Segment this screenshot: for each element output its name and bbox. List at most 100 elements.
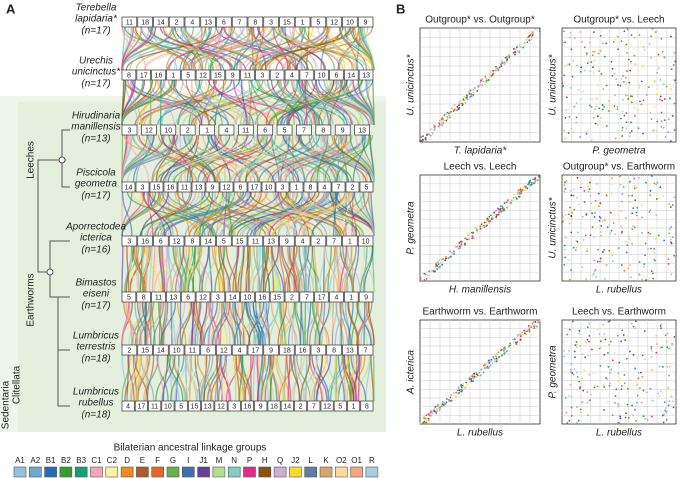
chromosome-number: 1 [348, 238, 352, 245]
plot-title: Leech vs. Leech [444, 162, 517, 173]
plot-dot [671, 236, 674, 239]
plot-dot [669, 97, 671, 100]
plot-dot [580, 411, 582, 414]
plot-dot [563, 263, 566, 266]
plot-dot [503, 346, 506, 349]
plot-dot [520, 334, 522, 336]
plot-dot [481, 84, 483, 87]
ribbon [236, 191, 324, 237]
plot-dot [609, 232, 612, 235]
species-name: icterica [80, 233, 112, 244]
plot-dot [422, 135, 424, 137]
plot-dot [590, 410, 592, 413]
plot-dot [464, 101, 467, 104]
chromosome-box [263, 344, 279, 356]
plot-dot [600, 73, 603, 75]
plot-dot [621, 135, 624, 137]
ribbon [302, 245, 315, 293]
plot-dot [670, 206, 672, 208]
ribbon [342, 134, 375, 183]
plot-dot [656, 345, 658, 348]
chromosome-number: 11 [244, 72, 251, 79]
plot-dot [626, 94, 629, 97]
plot-dot [483, 226, 486, 229]
chromosome-number: 16 [141, 238, 149, 245]
plot-dot [569, 31, 572, 34]
chromosome-box [136, 69, 151, 81]
plot-dot [660, 390, 662, 393]
ribbon [286, 245, 290, 293]
plot-dot [485, 225, 488, 227]
ribbon [169, 354, 180, 402]
plot-dot [502, 348, 505, 351]
plot-dot [620, 388, 623, 390]
plot-dot [672, 406, 675, 409]
chromosome-number: 14 [125, 184, 133, 191]
chromosome-count: (n=18) [81, 354, 110, 365]
plot-dot [561, 82, 564, 85]
plot-dot [457, 387, 460, 390]
ribbon [287, 245, 296, 293]
ribbon [312, 134, 327, 183]
plot-dot [486, 365, 489, 368]
ribbon [175, 354, 180, 402]
plot-dot [475, 373, 478, 375]
plot-dot [455, 395, 457, 398]
plot-dot [590, 61, 593, 63]
plot-dot [570, 406, 573, 409]
plot-dot [430, 409, 433, 412]
plot-dot [463, 388, 465, 391]
plot-dot [469, 380, 472, 383]
chromosome-number: 8 [309, 184, 313, 191]
plot-dot [506, 59, 508, 61]
chromosome-box [168, 235, 185, 247]
plot-dot [632, 325, 635, 328]
chromosome-number: 2 [175, 19, 179, 26]
plot-dot [455, 391, 457, 394]
plot-dot [579, 386, 582, 389]
chromosome-number: 9 [285, 238, 289, 245]
plot-dot [619, 175, 621, 178]
ribbon [332, 191, 337, 237]
ribbon [316, 134, 329, 183]
plot-dot [634, 114, 636, 117]
ribbon [246, 191, 257, 237]
plot-dot [471, 237, 474, 240]
plot-dot [570, 48, 573, 51]
plot-dot [626, 387, 629, 390]
plot-dot [655, 334, 658, 337]
plot-dot [517, 193, 520, 196]
plot-dot [580, 66, 583, 69]
plot-dot [449, 396, 452, 399]
plot-dot [623, 374, 626, 376]
plot-dot [588, 322, 591, 325]
plot-dot [563, 349, 566, 352]
plot-dot [523, 332, 526, 335]
plot-dot [596, 182, 598, 185]
plot-dot [466, 98, 469, 101]
plot-dot [475, 376, 478, 379]
plot-dot [581, 40, 584, 43]
plot-dot [591, 274, 594, 276]
plot-dot [630, 322, 633, 325]
plot-dot [621, 126, 624, 129]
chromosome-number: 16 [167, 184, 175, 191]
ribbon [155, 134, 176, 183]
chromosome-number: 14 [204, 238, 212, 245]
chromosome-box [237, 124, 254, 136]
plot-dot [461, 241, 464, 244]
plot-dot [599, 202, 602, 205]
plot-dot [460, 384, 463, 386]
plot-dot [647, 234, 650, 236]
plot-dot [605, 42, 608, 45]
chromosome-box [121, 235, 138, 247]
plot-dot [430, 128, 433, 131]
plot-dot [632, 414, 635, 417]
chromosome-number: 3 [281, 184, 285, 191]
ribbon [359, 245, 374, 293]
chromosome-box [227, 400, 241, 412]
plot-dot [644, 254, 647, 257]
plot-dot [494, 209, 497, 212]
ribbon [357, 26, 373, 71]
plot-dot [608, 104, 611, 107]
